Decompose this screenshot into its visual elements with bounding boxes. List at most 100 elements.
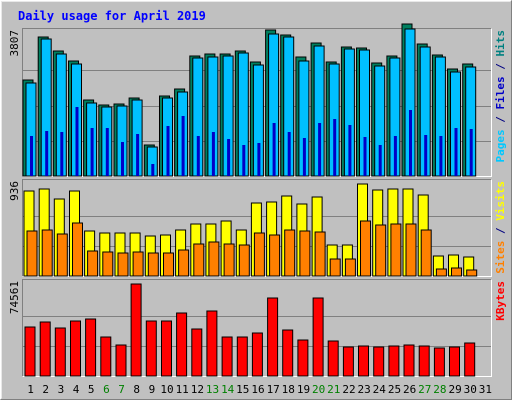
bar-sites	[329, 258, 341, 277]
bar-sites	[420, 229, 432, 277]
x-tick-label: 18	[282, 383, 295, 396]
bar-files	[105, 128, 109, 176]
bar-files	[424, 135, 428, 176]
x-tick-label: 5	[88, 383, 95, 396]
legend-entry: /	[494, 221, 507, 241]
bar-kbytes	[388, 345, 400, 377]
bar-sites	[435, 268, 447, 277]
x-tick-label: 25	[388, 383, 401, 396]
bar-files	[136, 134, 140, 176]
bar-sites	[72, 222, 83, 277]
panel-3: 74561 KBytes	[8, 279, 507, 377]
bar-kbytes	[221, 336, 233, 377]
bar-kbytes	[145, 320, 157, 377]
bar-sites	[163, 252, 174, 277]
bar-sites	[41, 229, 53, 277]
bar-kbytes	[358, 345, 369, 377]
bar-files	[211, 132, 215, 176]
x-tick-label: 31	[479, 383, 492, 396]
x-tick-label: 15	[236, 383, 249, 396]
panel-2: 936 Sites / Visits	[8, 179, 507, 277]
x-tick-label: 16	[251, 383, 264, 396]
bar-sites	[178, 249, 190, 277]
x-tick-label: 19	[297, 383, 310, 396]
bar-files	[272, 123, 276, 176]
bar-kbytes	[176, 312, 188, 377]
bar-sites	[284, 229, 296, 277]
x-tick-label: 10	[160, 383, 173, 396]
bar-sites	[208, 241, 220, 277]
bar-kbytes	[39, 321, 51, 377]
bar-files	[409, 110, 412, 176]
bar-sites	[117, 252, 129, 277]
bar-sites	[314, 231, 326, 277]
bar-files	[378, 145, 382, 176]
bar-kbytes	[115, 344, 127, 377]
bar-kbytes	[449, 346, 460, 377]
bar-sites	[344, 258, 356, 277]
panel-legend: KBytes	[494, 281, 507, 321]
bar-sites	[238, 244, 250, 277]
x-tick-labels: 1 2 3 4 5 6 7 8 9 10 11 12 13 14 15 16 17 18 19 20 21 22 23 24 2…	[27, 383, 492, 396]
bar-kbytes	[206, 310, 218, 377]
bar-kbytes	[403, 344, 415, 377]
legend-entry: Files	[494, 76, 507, 109]
series-kbytes	[24, 283, 476, 377]
x-tick-label: 3	[58, 383, 65, 396]
bar-files	[363, 137, 367, 176]
x-tick-label: 4	[73, 383, 80, 396]
panel-max-label: 3807	[8, 30, 21, 57]
bar-sites	[102, 251, 114, 277]
bar-kbytes	[70, 320, 81, 377]
bar-sites	[193, 243, 205, 277]
bar-kbytes	[282, 329, 294, 377]
legend-entry: Visits	[494, 181, 507, 221]
legend-entry: /	[494, 57, 507, 77]
bar-sites	[299, 230, 311, 277]
bar-files	[75, 107, 79, 176]
bar-files	[242, 145, 246, 176]
bar-files	[333, 119, 337, 176]
bar-kbytes	[373, 346, 385, 377]
bar-sites	[87, 250, 99, 277]
bar-kbytes	[130, 283, 142, 377]
bar-files	[318, 123, 322, 176]
bar-files	[302, 138, 306, 176]
x-tick-label: 1	[27, 383, 34, 396]
bar-files	[257, 143, 261, 176]
bar-kbytes	[342, 346, 354, 377]
x-tick-label: 9	[149, 383, 156, 396]
bar-sites	[451, 267, 462, 277]
bar-kbytes	[297, 339, 309, 377]
x-tick-label: 8	[133, 383, 140, 396]
x-tick-label: 21	[327, 383, 340, 396]
bar-files	[30, 136, 33, 176]
bar-files	[60, 132, 64, 176]
x-tick-label: 28	[433, 383, 446, 396]
bar-files	[348, 125, 352, 176]
x-tick-label: 2	[42, 383, 49, 396]
legend-entry: Pages	[494, 129, 507, 162]
bar-sites	[405, 223, 417, 277]
bar-sites	[269, 234, 281, 277]
bar-files	[454, 128, 458, 176]
bar-kbytes	[464, 342, 476, 377]
x-tick-label: 26	[403, 383, 416, 396]
panel-max-label: 74561	[8, 281, 21, 314]
series-sites	[26, 220, 478, 277]
legend-entry: KBytes	[494, 281, 507, 321]
bar-kbytes	[54, 327, 66, 377]
panel-bevel-dark	[22, 179, 492, 277]
bar-files	[439, 136, 443, 176]
chart-panels: 3807 Pages / Files / Hits 936 Sites / Visit…	[8, 23, 507, 377]
bar-sites	[466, 269, 478, 277]
x-tick-label: 12	[191, 383, 204, 396]
bar-files	[45, 131, 49, 176]
bar-files	[90, 128, 94, 176]
bar-kbytes	[161, 320, 172, 377]
bar-sites	[360, 220, 371, 277]
bar-kbytes	[327, 340, 339, 377]
